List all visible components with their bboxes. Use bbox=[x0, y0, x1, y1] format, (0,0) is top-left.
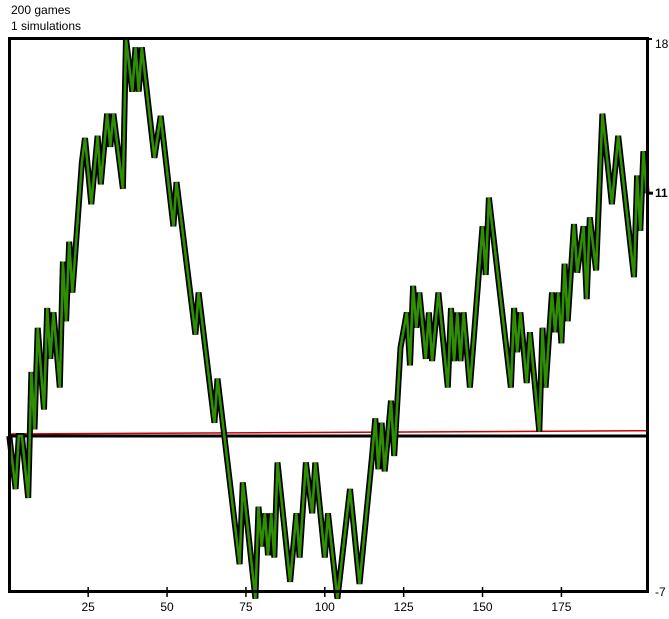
x-tick-label: 175 bbox=[551, 600, 571, 614]
y-label-current: 11 bbox=[655, 186, 668, 200]
x-tick-label: 150 bbox=[473, 600, 493, 614]
x-axis: 25 50 75 100 125 150 175 bbox=[81, 587, 572, 614]
plot-area bbox=[6, 38, 650, 599]
y-label-bottom: -7 bbox=[655, 585, 666, 599]
games-count-label: 200 games bbox=[11, 3, 70, 17]
x-tick-label: 50 bbox=[160, 600, 174, 614]
y-label-top: 18 bbox=[655, 37, 669, 51]
x-tick-label: 75 bbox=[239, 600, 253, 614]
expected-value-line bbox=[9, 429, 647, 435]
x-tick-label: 100 bbox=[315, 600, 335, 614]
walk-line bbox=[8, 38, 648, 599]
plot-frame bbox=[8, 37, 649, 593]
x-tick-label: 25 bbox=[81, 600, 95, 614]
x-tick-label: 125 bbox=[394, 600, 414, 614]
simulations-count-label: 1 simulations bbox=[11, 19, 81, 33]
